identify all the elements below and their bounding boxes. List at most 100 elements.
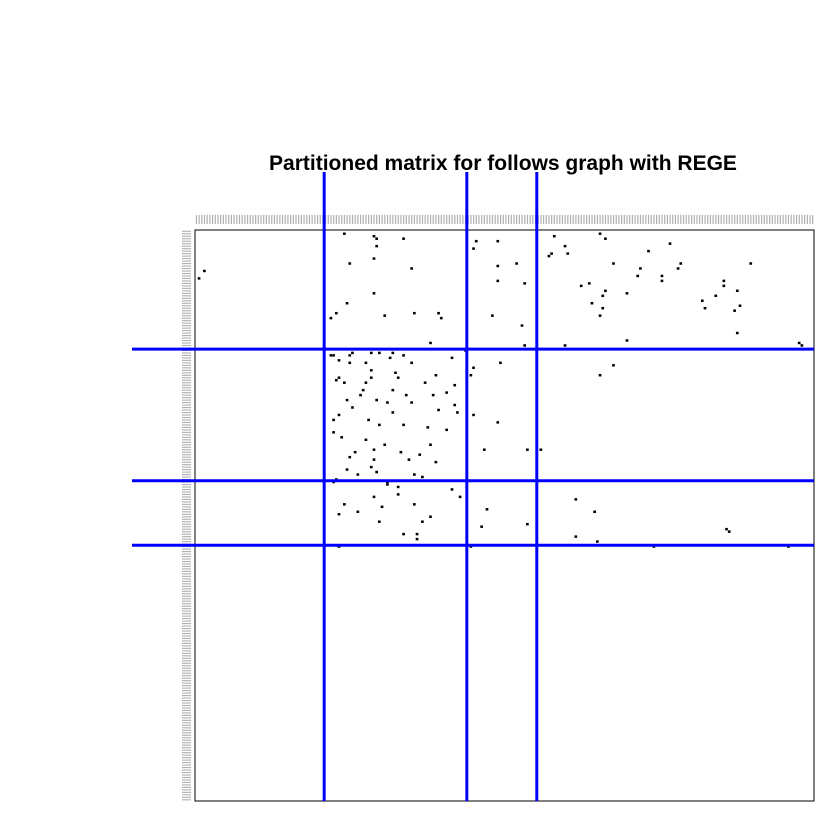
y-tick-label xyxy=(182,685,191,687)
matrix-cell xyxy=(735,331,739,335)
x-tick-label xyxy=(569,215,572,224)
x-tick-label xyxy=(685,215,687,224)
x-tick-label xyxy=(623,215,625,224)
matrix-cell xyxy=(396,485,400,489)
x-tick-label xyxy=(691,215,693,224)
x-tick-label xyxy=(319,215,321,224)
y-tick-label xyxy=(182,642,191,644)
x-tick-label xyxy=(795,215,798,224)
x-tick-label xyxy=(230,215,232,224)
matrix-cell xyxy=(378,520,381,523)
y-tick-label xyxy=(182,754,191,756)
matrix-cell xyxy=(722,279,726,283)
y-tick-label xyxy=(182,771,191,774)
y-tick-label xyxy=(182,411,191,414)
y-tick-label xyxy=(182,744,191,746)
y-tick-label xyxy=(182,672,191,674)
y-tick-label xyxy=(182,344,191,347)
x-tick-label xyxy=(357,215,359,224)
matrix-cell xyxy=(197,277,201,280)
y-tick-label xyxy=(182,419,191,421)
matrix-cell xyxy=(343,381,346,384)
x-tick-label xyxy=(470,215,472,224)
matrix-cell xyxy=(625,292,629,295)
x-tick-label xyxy=(518,215,520,224)
x-tick-label xyxy=(688,215,690,224)
y-tick-label xyxy=(182,369,191,371)
y-tick-label xyxy=(182,608,191,610)
y-tick-label xyxy=(182,732,191,734)
x-tick-label xyxy=(308,215,311,224)
matrix-cell xyxy=(348,455,352,459)
x-tick-label xyxy=(252,215,254,224)
y-tick-label xyxy=(182,439,191,441)
matrix-cell xyxy=(523,344,527,347)
x-tick-label xyxy=(591,215,593,224)
y-tick-label xyxy=(182,652,191,654)
x-tick-label xyxy=(508,215,510,224)
y-tick-label xyxy=(182,585,191,587)
x-tick-label xyxy=(801,215,803,224)
y-tick-label xyxy=(182,404,191,406)
y-tick-label xyxy=(182,399,191,401)
x-tick-label xyxy=(755,215,757,224)
x-tick-label xyxy=(255,215,257,224)
matrix-cell xyxy=(445,428,448,432)
y-tick-label xyxy=(182,558,191,560)
x-tick-label xyxy=(478,215,480,224)
y-tick-label xyxy=(182,680,191,682)
y-tick-label xyxy=(182,275,191,277)
x-tick-label xyxy=(279,215,281,224)
x-tick-label xyxy=(725,215,728,224)
matrix-cell xyxy=(418,453,422,456)
x-tick-label xyxy=(599,215,601,224)
x-tick-label xyxy=(656,215,658,224)
matrix-cell xyxy=(480,525,483,528)
matrix-cell xyxy=(601,306,605,310)
x-tick-label xyxy=(362,215,364,224)
y-tick-label xyxy=(182,387,191,389)
y-tick-label xyxy=(182,749,191,751)
matrix-cell xyxy=(386,483,389,486)
matrix-cell xyxy=(345,468,349,471)
y-tick-label xyxy=(182,335,191,337)
x-tick-label xyxy=(715,215,717,224)
y-tick-label xyxy=(182,354,191,356)
matrix-cell xyxy=(415,532,419,536)
y-tick-label xyxy=(182,657,191,659)
y-tick-label xyxy=(182,394,191,396)
y-tick-label xyxy=(182,615,191,617)
x-tick-label xyxy=(612,215,615,224)
y-tick-label xyxy=(182,483,191,486)
y-tick-label xyxy=(182,265,191,267)
x-tick-label xyxy=(744,215,747,224)
x-tick-label xyxy=(244,215,246,224)
matrix-cell xyxy=(369,376,373,379)
y-tick-label xyxy=(182,444,191,446)
y-tick-label xyxy=(182,409,191,411)
matrix-cell xyxy=(361,388,365,392)
matrix-cell xyxy=(369,465,373,469)
y-tick-label xyxy=(182,357,191,359)
x-tick-label xyxy=(610,215,612,224)
y-tick-label xyxy=(182,508,191,510)
matrix-cell xyxy=(800,344,804,347)
matrix-cell xyxy=(598,373,602,377)
y-tick-label xyxy=(182,598,191,600)
y-tick-label xyxy=(182,526,191,528)
x-tick-label xyxy=(647,215,650,224)
x-tick-label xyxy=(481,215,483,224)
x-tick-label xyxy=(529,215,531,224)
y-tick-label xyxy=(182,531,191,533)
x-tick-label xyxy=(376,215,378,224)
x-tick-label xyxy=(548,215,550,224)
x-tick-label xyxy=(497,215,499,224)
y-tick-label xyxy=(182,632,191,635)
y-tick-label xyxy=(182,675,191,677)
y-tick-label xyxy=(182,263,191,265)
matrix-cell xyxy=(593,510,596,514)
y-tick-label xyxy=(182,362,191,364)
x-tick-label xyxy=(752,215,755,224)
y-tick-label xyxy=(182,712,191,714)
x-tick-label xyxy=(454,215,456,224)
